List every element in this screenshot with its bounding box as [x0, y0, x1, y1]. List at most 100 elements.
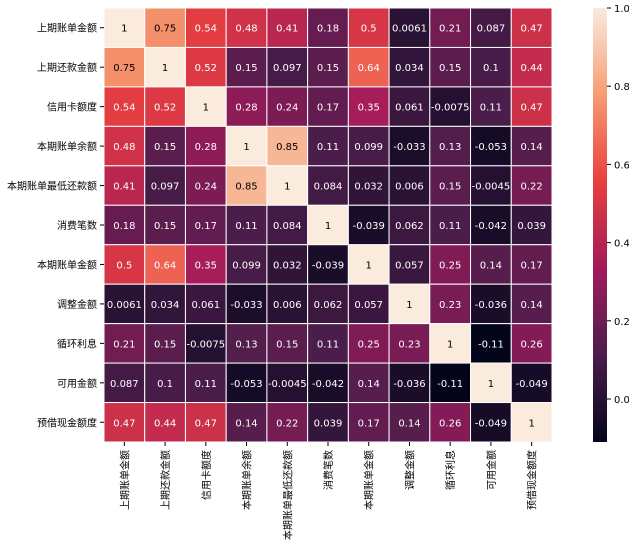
cell-label: 0.25 — [358, 339, 380, 350]
cell-label: 0.85 — [235, 182, 257, 193]
cell-label: 0.25 — [439, 260, 461, 271]
cell-label: 0.087 — [110, 379, 139, 390]
cell-label: -0.033 — [230, 300, 262, 311]
heatmap-cell — [429, 86, 472, 127]
heatmap-cell — [307, 204, 349, 246]
cell-label: 0.039 — [314, 418, 343, 429]
heatmap-cell — [307, 86, 349, 127]
cell-label: 0.23 — [439, 300, 461, 311]
heatmap-cell — [144, 165, 186, 206]
heatmap-cell — [103, 46, 146, 88]
cell-label: 0.15 — [276, 339, 298, 350]
heatmap-cell — [144, 283, 186, 325]
cell-label: 0.13 — [235, 339, 257, 350]
heatmap-cell — [388, 362, 431, 404]
cell-label: 0.15 — [154, 339, 176, 350]
cell-label: -0.11 — [478, 339, 504, 350]
heatmap-cell — [388, 46, 431, 88]
x-tick-label: 消费笔数 — [322, 450, 335, 490]
cell-label: 0.14 — [521, 300, 543, 311]
heatmap-cell — [144, 7, 186, 48]
cell-label: 0.084 — [273, 221, 302, 232]
cell-label: 0.084 — [314, 182, 343, 193]
cell-label: 1 — [284, 182, 290, 193]
x-tick-label: 可用金额 — [485, 450, 498, 490]
cell-label: 0.47 — [521, 24, 543, 35]
heatmap-cell — [429, 204, 472, 246]
cell-label: 0.11 — [317, 142, 339, 153]
cell-label: 0.21 — [113, 339, 135, 350]
colorbar-tick-label: 1.0 — [614, 4, 629, 15]
x-tick-label: 上期还款金额 — [159, 450, 172, 510]
y-tick-label: 本期账单余额 — [37, 140, 97, 153]
y-tick-label: 可用金额 — [57, 377, 97, 390]
heatmap-cell — [470, 283, 512, 325]
cell-label: 0.13 — [439, 142, 461, 153]
cell-label: 0.057 — [354, 300, 383, 311]
cell-label: 0.52 — [154, 103, 176, 114]
cell-label: 1 — [162, 63, 168, 74]
cell-label: 0.11 — [317, 339, 339, 350]
cell-label: 0.14 — [358, 379, 380, 390]
cell-label: 0.032 — [354, 182, 383, 193]
y-tick-label: 预借现金额度 — [37, 416, 97, 429]
cell-label: 0.099 — [354, 142, 383, 153]
cell-label: 1 — [488, 379, 494, 390]
y-tick-label: 循环利息 — [57, 337, 97, 350]
heatmap-cell — [510, 165, 553, 206]
cell-label: -0.053 — [230, 379, 262, 390]
heatmap-cell — [225, 125, 268, 167]
x-tick-label: 本期账单最低还款额 — [281, 450, 294, 540]
cell-label: -0.049 — [516, 379, 548, 390]
heatmap-cell — [307, 283, 349, 325]
heatmap-cell — [103, 323, 146, 364]
heatmap-cell — [266, 165, 309, 206]
x-tick-label: 上期账单金额 — [118, 450, 131, 510]
heatmap-cell — [266, 46, 309, 88]
heatmap-cell — [470, 46, 512, 88]
cell-label: 0.034 — [151, 300, 180, 311]
heatmap-cell — [307, 362, 349, 404]
cell-label: 1 — [203, 103, 209, 114]
colorbar-tick-label: 0.6 — [614, 160, 629, 171]
cell-label: 0.64 — [154, 260, 176, 271]
heatmap-cell — [429, 125, 472, 167]
heatmap-cell — [347, 283, 390, 325]
cell-label: 0.034 — [395, 63, 424, 74]
cell-label: -0.039 — [312, 260, 344, 271]
heatmap-cell — [429, 402, 472, 443]
heatmap-cell — [103, 86, 146, 127]
cell-label: 1 — [325, 221, 331, 232]
cell-label: 0.28 — [195, 142, 217, 153]
colorbar-tick-label: 0.0 — [614, 395, 629, 406]
heatmap-cell — [225, 165, 268, 206]
cell-label: 0.48 — [113, 142, 135, 153]
cell-label: 0.21 — [439, 24, 461, 35]
colorbar — [593, 8, 607, 442]
y-tick-label: 上期账单金额 — [37, 22, 97, 35]
heatmap-cell — [184, 165, 227, 206]
cell-label: 0.18 — [113, 221, 135, 232]
colorbar-tick-label: 0.2 — [614, 317, 629, 328]
cell-label: -0.11 — [437, 379, 463, 390]
cell-label: 0.17 — [521, 260, 543, 271]
cell-label: 0.14 — [235, 418, 257, 429]
cell-label: -0.0045 — [268, 379, 307, 390]
heatmap-cell — [307, 244, 349, 285]
colorbar-tick-label: 0.8 — [614, 82, 629, 93]
heatmap-cell — [184, 323, 227, 364]
cell-label: 0.032 — [273, 260, 302, 271]
heatmap-cell — [347, 244, 390, 285]
cell-label: 0.64 — [358, 63, 380, 74]
heatmap-cell — [144, 244, 186, 285]
cell-label: 0.18 — [317, 24, 339, 35]
heatmap-cell — [429, 46, 472, 88]
heatmap-cell — [510, 204, 553, 246]
x-tick-label: 本期账单余额 — [241, 450, 254, 510]
cell-label: 1 — [121, 24, 127, 35]
y-tick-label: 消费笔数 — [57, 219, 97, 232]
cell-label: 0.54 — [195, 24, 217, 35]
colorbar-tick-label: 0.4 — [614, 239, 629, 250]
heatmap-cell — [347, 323, 390, 364]
